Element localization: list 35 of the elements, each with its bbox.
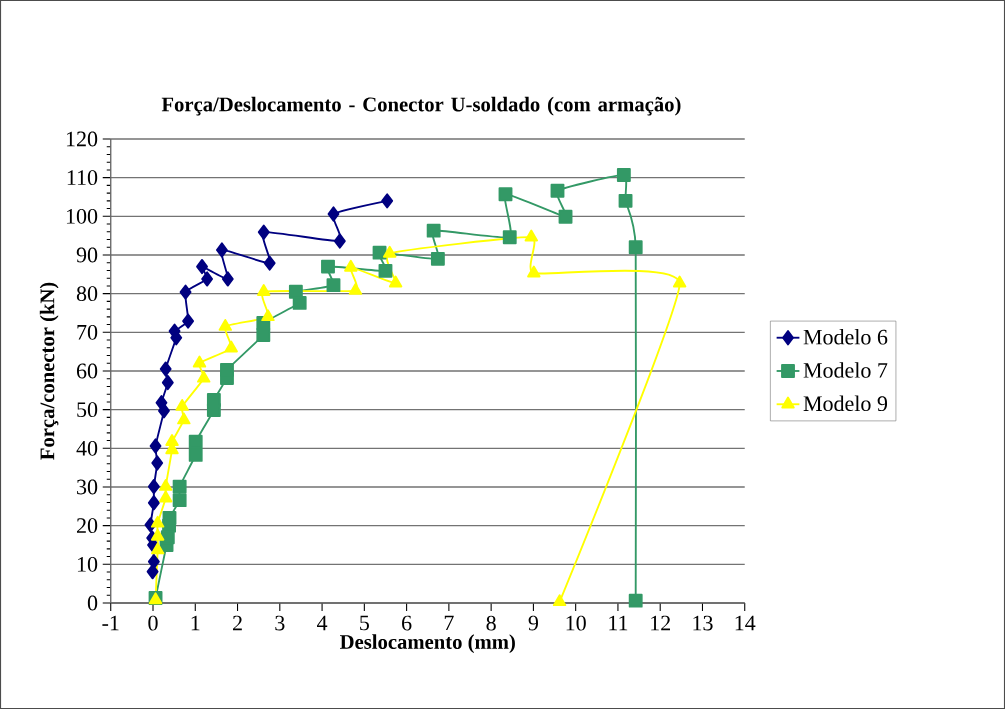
legend-label: Modelo 6 xyxy=(803,329,888,345)
chart-title: Força/Deslocamento - Conector U-soldado (com armação) xyxy=(161,96,681,116)
x-tick-label: 0 xyxy=(148,615,158,631)
y-tick-label: 30 xyxy=(77,479,98,495)
y-tick-label: 100 xyxy=(66,208,98,224)
y-tick-label: 120 xyxy=(66,131,98,147)
y-tick-label: 50 xyxy=(77,402,98,418)
x-tick-label: 9 xyxy=(528,615,539,631)
x-tick-label: 1 xyxy=(191,615,200,631)
x-tick-label: 10 xyxy=(566,615,586,631)
x-tick-label: 14 xyxy=(735,615,756,631)
y-tick-label: 60 xyxy=(76,363,98,379)
y-tick-label: 90 xyxy=(76,247,98,263)
legend-label: Modelo 9 xyxy=(803,395,888,412)
x-tick-label: 2 xyxy=(233,615,242,631)
y-tick-label: 20 xyxy=(76,518,98,534)
y-tick-label: 10 xyxy=(77,556,98,572)
x-tick-label: 12 xyxy=(651,615,670,631)
x-tick-label: 8 xyxy=(486,615,496,631)
x-tick-label: 6 xyxy=(402,615,412,631)
y-axis-title: Força/conector (kN) xyxy=(39,282,59,460)
y-tick-label: 0 xyxy=(87,595,98,611)
x-tick-label: 4 xyxy=(317,615,328,631)
x-tick-label: -1 xyxy=(102,615,119,631)
x-tick-label: 7 xyxy=(444,615,454,631)
x-tick-label: 11 xyxy=(609,615,628,631)
x-tick-label: 13 xyxy=(693,615,713,631)
x-tick-label: 5 xyxy=(360,615,369,631)
y-tick-label: 80 xyxy=(76,286,98,302)
x-axis-title: Deslocamento (mm) xyxy=(340,634,515,654)
legend-label: Modelo 7 xyxy=(803,362,888,378)
y-tick-label: 110 xyxy=(67,170,98,186)
y-tick-label: 40 xyxy=(76,440,98,456)
x-tick-label: 3 xyxy=(275,615,285,631)
y-tick-label: 70 xyxy=(77,324,98,340)
